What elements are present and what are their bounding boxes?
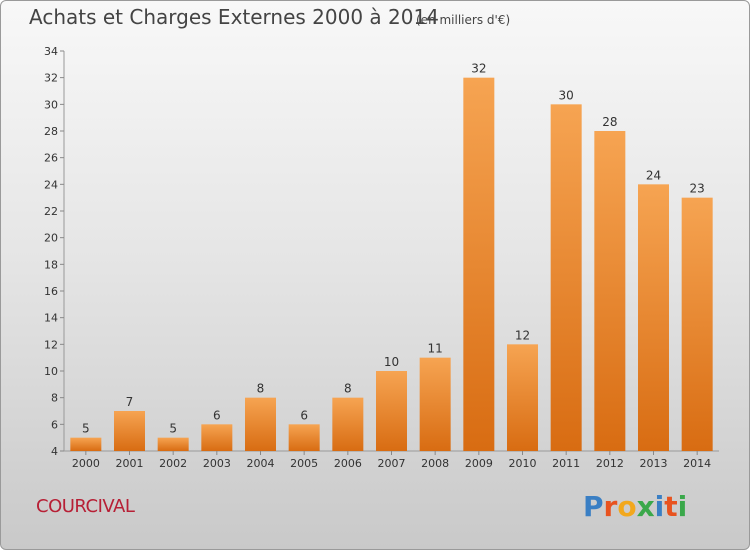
bar-2004 xyxy=(245,397,276,451)
bar-value-label: 11 xyxy=(428,342,443,356)
x-tick-label: 2008 xyxy=(421,457,449,470)
x-tick-label: 2011 xyxy=(552,457,580,470)
bar-value-label: 10 xyxy=(384,355,399,369)
bar-value-label: 24 xyxy=(646,168,661,182)
bar-2011 xyxy=(550,104,582,451)
bar-2001 xyxy=(114,411,145,451)
x-tick-label: 2004 xyxy=(247,457,275,470)
x-tick-label: 2003 xyxy=(203,457,231,470)
y-tick-label: 10 xyxy=(44,365,58,378)
bar-2010 xyxy=(507,344,538,451)
y-tick-label: 20 xyxy=(44,232,58,245)
bar-value-label: 7 xyxy=(126,395,134,409)
x-tick-label: 2007 xyxy=(378,457,406,470)
bar-2012 xyxy=(594,131,626,451)
y-tick-label: 8 xyxy=(51,392,58,405)
bar-value-label: 23 xyxy=(690,182,705,196)
commune-name: COURCIVAL xyxy=(36,496,135,517)
y-tick-label: 6 xyxy=(51,418,58,431)
chart-bars xyxy=(70,77,713,452)
bar-2009 xyxy=(463,77,495,452)
y-tick-label: 22 xyxy=(44,205,58,218)
x-tick-label: 2013 xyxy=(640,457,668,470)
y-tick-label: 32 xyxy=(44,72,58,85)
bar-2014 xyxy=(681,197,713,451)
y-tick-label: 18 xyxy=(44,258,58,271)
bar-2005 xyxy=(288,424,320,451)
y-tick-label: 12 xyxy=(44,338,58,351)
x-tick-label: 2000 xyxy=(72,457,100,470)
proxiti-logo: Proxiti xyxy=(583,490,687,523)
chart-labels: 5 2000 7 2001 5 2002 6 2003 8 2004 6 2005 8 2006 10 200… xyxy=(72,62,711,470)
bar-value-label: 8 xyxy=(344,382,352,396)
bar-2002 xyxy=(157,437,189,451)
chart-axes: 4 6 8 10 12 14 16 18 20 22 24 26 28 30 32 34 xyxy=(44,45,719,458)
x-tick-label: 2002 xyxy=(159,457,187,470)
bar-value-label: 5 xyxy=(82,422,90,436)
x-tick-label: 2009 xyxy=(465,457,493,470)
bar-value-label: 8 xyxy=(257,382,265,396)
x-tick-label: 2006 xyxy=(334,457,362,470)
x-tick-label: 2012 xyxy=(596,457,624,470)
y-tick-label: 4 xyxy=(51,445,58,458)
chart-title: Achats et Charges Externes 2000 à 2014 xyxy=(29,5,439,29)
bar-2013 xyxy=(638,184,669,452)
y-tick-label: 28 xyxy=(44,125,58,138)
bar-2008 xyxy=(419,357,451,451)
y-tick-label: 16 xyxy=(44,285,58,298)
bar-value-label: 32 xyxy=(471,62,486,76)
bar-value-label: 6 xyxy=(300,408,308,422)
x-tick-label: 2014 xyxy=(683,457,711,470)
bar-2003 xyxy=(201,424,233,451)
y-tick-label: 14 xyxy=(44,312,58,325)
bar-value-label: 30 xyxy=(559,88,574,102)
y-tick-label: 34 xyxy=(44,45,58,58)
bar-2007 xyxy=(376,371,407,451)
bar-2006 xyxy=(332,397,364,451)
bar-value-label: 6 xyxy=(213,408,221,422)
y-tick-label: 26 xyxy=(44,152,58,165)
svg-text:Proxiti: Proxiti xyxy=(583,490,687,523)
x-tick-label: 2005 xyxy=(290,457,318,470)
bar-value-label: 28 xyxy=(602,115,617,129)
bar-2000 xyxy=(70,437,102,451)
y-tick-label: 30 xyxy=(44,98,58,111)
x-tick-label: 2001 xyxy=(116,457,144,470)
bar-value-label: 5 xyxy=(169,422,177,436)
y-tick-label: 24 xyxy=(44,178,58,191)
bar-value-label: 12 xyxy=(515,328,530,342)
x-tick-label: 2010 xyxy=(509,457,537,470)
chart-unit: (en milliers d'€) xyxy=(416,13,511,27)
